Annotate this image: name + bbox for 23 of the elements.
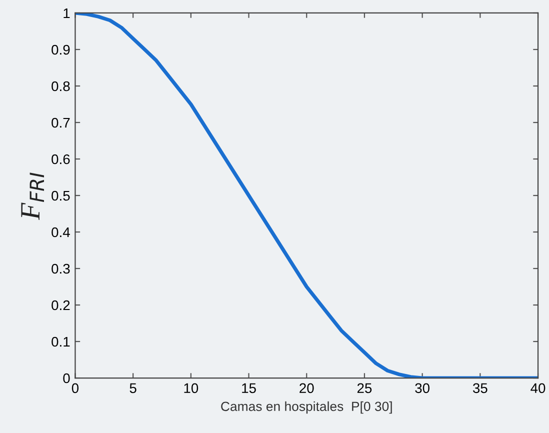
y-tick-label: 0	[63, 373, 70, 384]
y-axis-title: F$_{FRI}$	[21, 172, 44, 220]
x-tick-label: 40	[530, 383, 546, 394]
y-tick-label: 0.9	[52, 44, 70, 55]
x-tick-label: 35	[472, 383, 488, 394]
x-tick-label: 0	[72, 383, 79, 394]
y-tick-label: 0.7	[52, 118, 70, 128]
x-tick-label: 15	[242, 383, 256, 394]
y-tick-label: 0.8	[52, 81, 70, 92]
y-tick-label: 1	[64, 8, 70, 18]
x-tick-label: 25	[357, 383, 372, 394]
y-tick-label: 0.1	[52, 336, 70, 347]
x-tick-label: 5	[130, 383, 136, 394]
y-tick-label: 0.3	[52, 264, 70, 274]
x-tick-label: 30	[415, 383, 430, 394]
y-tick-label: 0.4	[52, 227, 70, 238]
y-tick-label: 0.6	[52, 154, 70, 164]
line-series	[75, 12, 538, 378]
x-tick-label: 10	[184, 383, 198, 394]
y-tick-label: 0.2	[52, 300, 70, 310]
x-axis-title: Camas en hospitales P[0 30]	[221, 401, 392, 414]
y-tick-label: 0.5	[52, 190, 70, 201]
x-tick-label: 20	[300, 383, 314, 394]
